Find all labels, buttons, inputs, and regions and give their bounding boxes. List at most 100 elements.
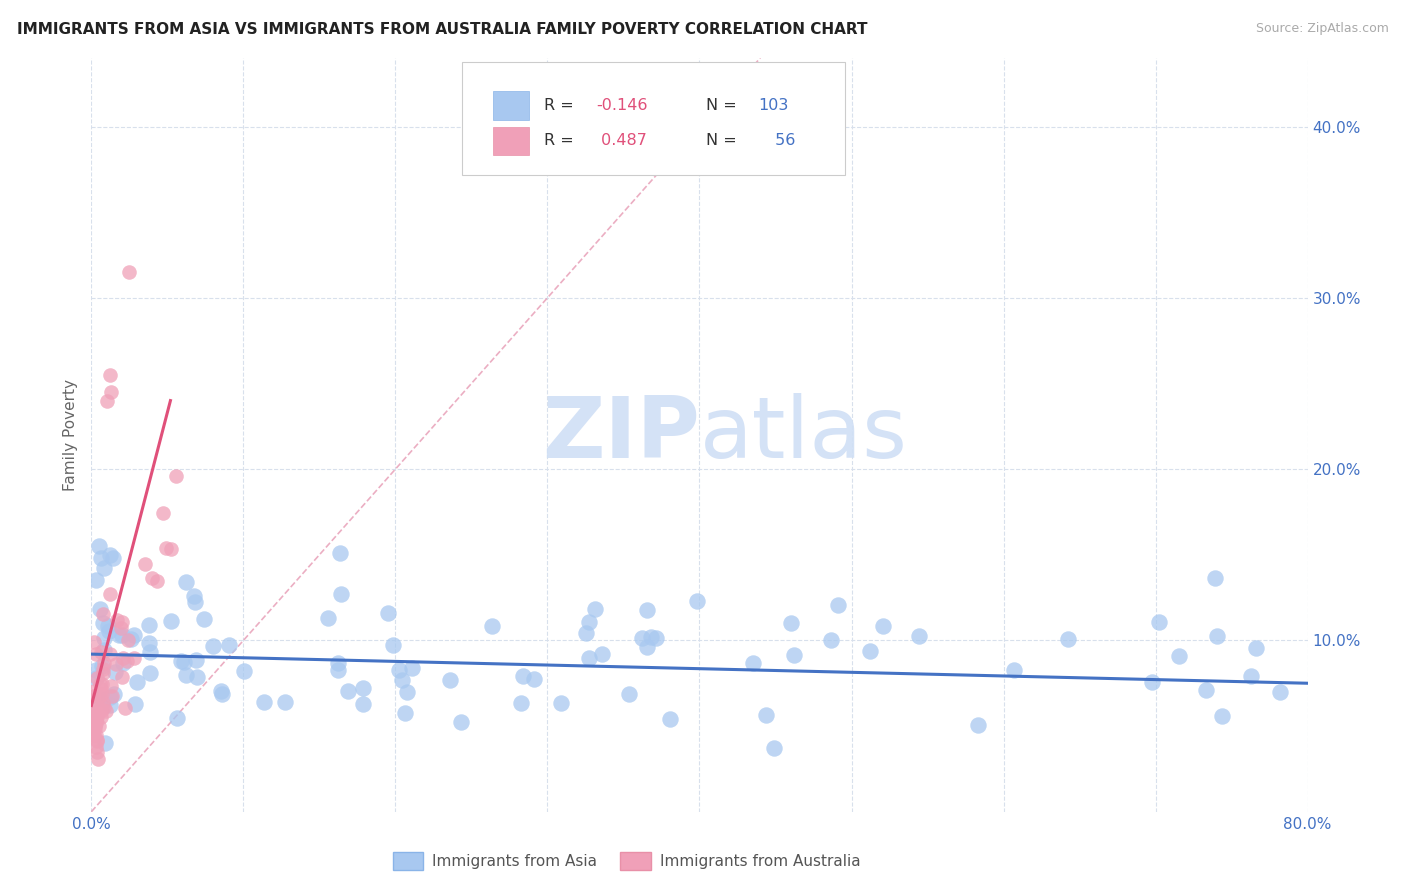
- Point: [89, 676, 111, 690]
- Point: [583, 602, 606, 616]
- Point: [110, 621, 132, 635]
- Point: [780, 616, 803, 631]
- Point: [117, 654, 139, 668]
- Point: [82, 706, 104, 720]
- Point: [377, 606, 399, 620]
- Point: [872, 619, 894, 633]
- Point: [86, 671, 108, 685]
- Point: [1211, 709, 1233, 723]
- Point: [91, 696, 114, 710]
- Point: [329, 587, 352, 601]
- Point: [91, 703, 114, 717]
- Point: [93, 699, 115, 714]
- Point: [391, 673, 413, 687]
- Point: [640, 630, 662, 644]
- Point: [89, 691, 111, 706]
- Point: [110, 615, 132, 629]
- Point: [84, 739, 107, 754]
- Point: [173, 655, 195, 669]
- Point: [83, 697, 105, 711]
- Point: [685, 594, 707, 608]
- Point: [98, 368, 121, 382]
- Point: [1240, 669, 1263, 683]
- Point: [578, 651, 600, 665]
- Point: [84, 713, 107, 727]
- Point: [98, 587, 121, 601]
- Point: [401, 661, 423, 675]
- Y-axis label: Family Poverty: Family Poverty: [63, 379, 79, 491]
- Point: [84, 708, 107, 723]
- Point: [550, 696, 572, 710]
- Point: [125, 675, 148, 690]
- Point: [763, 741, 786, 756]
- Point: [122, 627, 145, 641]
- Point: [146, 574, 169, 589]
- Point: [273, 695, 295, 709]
- Point: [120, 632, 142, 646]
- Point: [117, 633, 139, 648]
- Point: [166, 711, 188, 725]
- Point: [93, 643, 115, 657]
- Point: [105, 613, 128, 627]
- Text: R =: R =: [544, 134, 579, 148]
- FancyBboxPatch shape: [492, 127, 529, 155]
- Point: [859, 644, 882, 658]
- Text: IMMIGRANTS FROM ASIA VS IMMIGRANTS FROM AUSTRALIA FAMILY POVERTY CORRELATION CHA: IMMIGRANTS FROM ASIA VS IMMIGRANTS FROM …: [17, 22, 868, 37]
- Point: [1002, 663, 1025, 677]
- Point: [134, 557, 156, 571]
- Point: [1204, 571, 1226, 585]
- Point: [165, 469, 187, 483]
- Point: [89, 602, 111, 616]
- Text: 0.487: 0.487: [596, 134, 647, 148]
- Point: [450, 714, 472, 729]
- Point: [1057, 632, 1080, 647]
- Point: [659, 712, 682, 726]
- Point: [160, 614, 183, 628]
- Point: [86, 734, 108, 748]
- Text: atlas: atlas: [699, 393, 907, 476]
- Text: 103: 103: [758, 98, 789, 113]
- Point: [90, 709, 112, 723]
- Point: [90, 682, 112, 697]
- Point: [84, 648, 107, 662]
- Point: [86, 745, 108, 759]
- Point: [93, 632, 115, 646]
- Point: [186, 670, 208, 684]
- FancyBboxPatch shape: [463, 62, 845, 175]
- Point: [1205, 630, 1227, 644]
- Point: [103, 687, 125, 701]
- Point: [481, 619, 503, 633]
- Point: [337, 683, 360, 698]
- Point: [84, 573, 107, 587]
- Point: [93, 657, 115, 671]
- Point: [155, 541, 177, 556]
- Text: -0.146: -0.146: [596, 98, 648, 113]
- Text: R =: R =: [544, 98, 579, 113]
- Point: [209, 683, 232, 698]
- Point: [439, 673, 461, 687]
- Point: [87, 539, 110, 553]
- Point: [91, 658, 114, 673]
- Point: [94, 736, 117, 750]
- Point: [578, 615, 600, 630]
- Point: [98, 690, 121, 704]
- Point: [82, 718, 104, 732]
- Text: Source: ZipAtlas.com: Source: ZipAtlas.com: [1256, 22, 1389, 36]
- Point: [84, 715, 107, 730]
- Point: [98, 698, 121, 712]
- Point: [630, 631, 652, 645]
- Point: [84, 671, 107, 685]
- Point: [523, 673, 546, 687]
- Point: [575, 625, 598, 640]
- Point: [82, 710, 104, 724]
- Point: [617, 687, 640, 701]
- Point: [84, 717, 107, 731]
- Point: [253, 695, 276, 709]
- Point: [512, 669, 534, 683]
- Point: [141, 571, 163, 585]
- Point: [96, 393, 118, 408]
- Point: [87, 752, 110, 766]
- Point: [98, 548, 121, 562]
- Point: [91, 687, 114, 701]
- Point: [326, 656, 349, 670]
